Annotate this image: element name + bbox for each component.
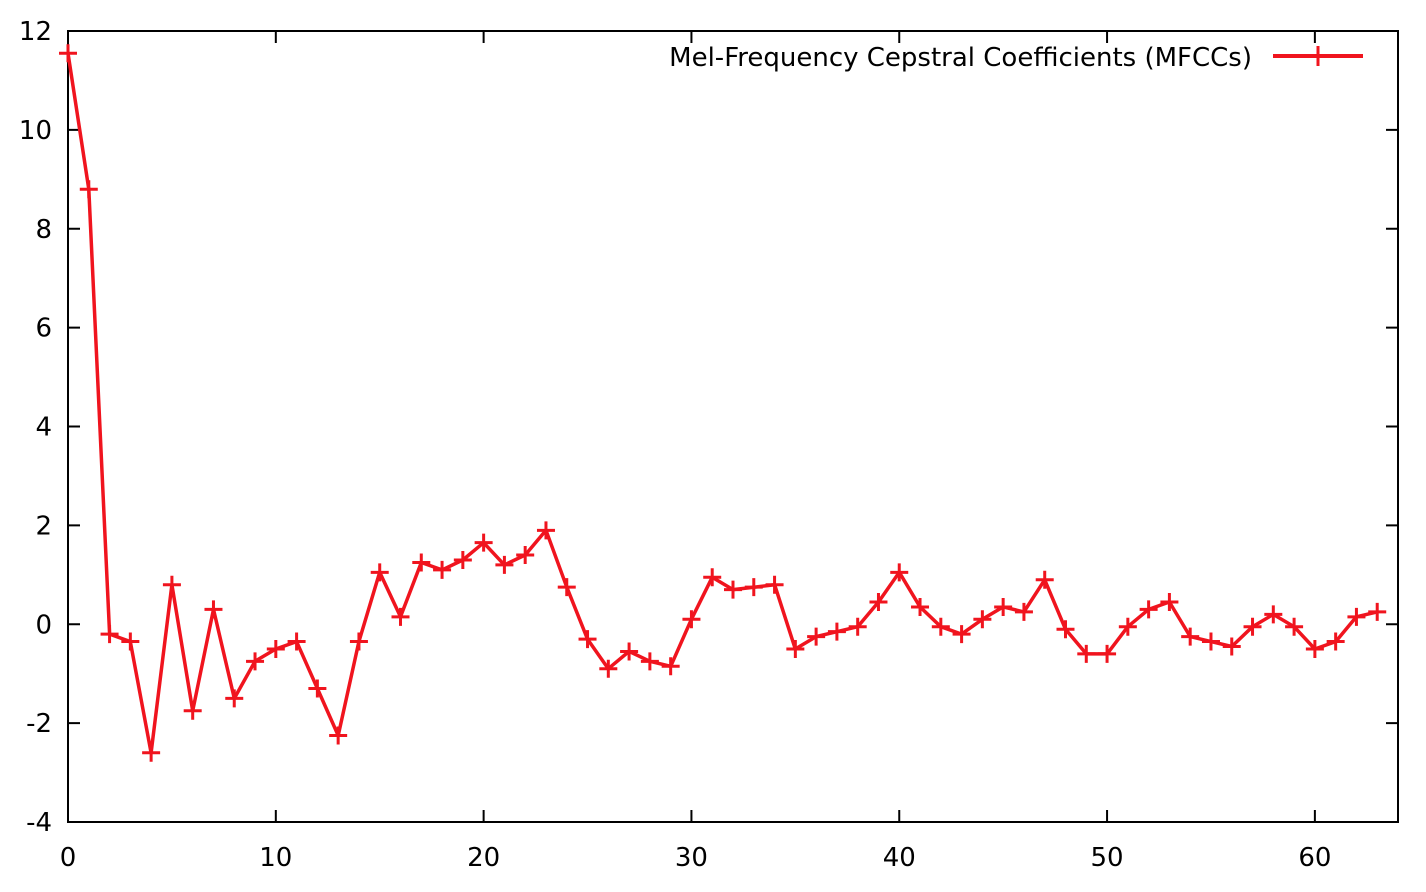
data-point [682, 610, 701, 629]
y-tick-label: -4 [26, 808, 52, 838]
data-point [786, 639, 805, 658]
legend: Mel-Frequency Cepstral Coefficients (MFC… [669, 43, 1363, 73]
data-point [1285, 617, 1304, 636]
data-point [620, 642, 639, 661]
data-point [661, 657, 680, 676]
data-point [1118, 617, 1137, 636]
data-point [1098, 644, 1117, 663]
data-point [1201, 632, 1220, 651]
plot-frame [67, 30, 1399, 823]
data-point [79, 180, 98, 199]
x-tick-label: 40 [883, 843, 916, 873]
data-point [412, 553, 431, 572]
data-point [765, 575, 784, 594]
y-tick-label: 8 [35, 215, 52, 245]
data-point [1181, 627, 1200, 646]
data-point [1160, 593, 1179, 612]
data-point [183, 701, 202, 720]
data-point [848, 617, 867, 636]
data-point [308, 679, 327, 698]
data-point [516, 546, 535, 565]
y-tick-label: 12 [19, 17, 52, 47]
data-point [225, 689, 244, 708]
data-point [911, 597, 930, 616]
data-point [433, 560, 452, 579]
data-point [1368, 602, 1387, 621]
data-point [246, 652, 265, 671]
data-point [121, 632, 140, 651]
data-point [994, 597, 1013, 616]
data-point [453, 550, 472, 569]
data-point [827, 622, 846, 641]
data-point [1222, 637, 1241, 656]
data-point [1035, 570, 1054, 589]
data-point [1264, 605, 1283, 624]
series-line [66, 52, 1378, 755]
data-point [890, 563, 909, 582]
y-tick-label: 2 [35, 511, 52, 541]
y-tick-label: 10 [19, 116, 52, 146]
data-point [474, 533, 493, 552]
data-point [1077, 644, 1096, 663]
series-mfcc [59, 44, 1387, 762]
x-tick-label: 10 [259, 843, 292, 873]
data-point [536, 521, 555, 540]
x-tick-label: 20 [467, 843, 500, 873]
y-tick-label: 0 [35, 610, 52, 640]
legend-label: Mel-Frequency Cepstral Coefficients (MFC… [669, 43, 1252, 73]
data-point [100, 625, 119, 644]
data-point [973, 610, 992, 629]
data-point [204, 600, 223, 619]
data-point [807, 627, 826, 646]
data-point [724, 580, 742, 599]
data-point [287, 632, 306, 651]
data-point [329, 726, 348, 745]
data-point [557, 578, 576, 597]
x-tick-label: 0 [60, 843, 77, 873]
data-point [162, 575, 181, 594]
data-point [1014, 602, 1033, 621]
data-point [640, 652, 659, 671]
data-point [391, 607, 410, 626]
x-tick-label: 60 [1298, 843, 1331, 873]
data-point [370, 563, 389, 582]
data-point [266, 639, 285, 658]
data-point [744, 578, 763, 597]
data-point [1056, 620, 1075, 639]
y-tick-label: 4 [35, 413, 52, 443]
data-point [59, 44, 77, 63]
data-point [952, 625, 971, 644]
y-tick-label: -2 [26, 709, 52, 739]
data-point [578, 630, 597, 649]
data-point [869, 593, 888, 612]
x-tick-label: 30 [675, 843, 708, 873]
x-tick-label: 50 [1091, 843, 1124, 873]
y-axis: -4 -2 0 2 4 6 8 10 12 [19, 17, 1398, 838]
data-point [1305, 639, 1324, 658]
data-point [142, 743, 161, 762]
data-point [1243, 617, 1262, 636]
data-point [931, 617, 950, 636]
data-point [1139, 600, 1158, 619]
data-point [1326, 632, 1345, 651]
legend-swatch-marker [1308, 46, 1328, 66]
data-point [599, 659, 618, 678]
data-point [495, 555, 514, 574]
data-point [349, 632, 368, 651]
data-point [1347, 607, 1366, 626]
y-tick-label: 6 [35, 314, 52, 344]
data-point [703, 568, 722, 587]
x-axis: 0 10 20 30 40 50 60 [60, 31, 1331, 873]
